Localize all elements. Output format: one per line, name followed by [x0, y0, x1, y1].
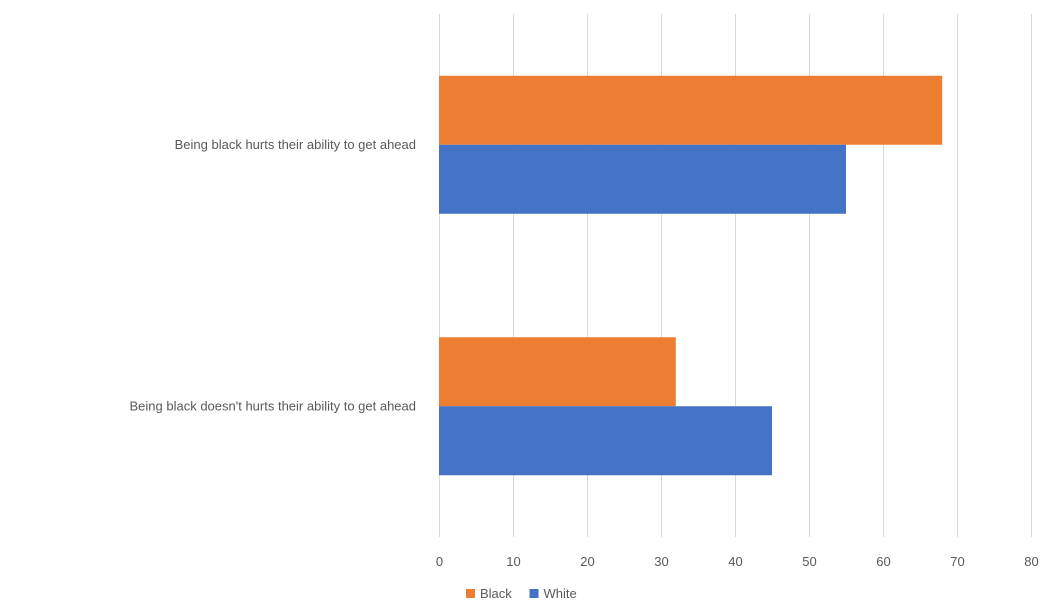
x-tick-label: 10 [506, 554, 520, 569]
legend-label-white: White [544, 586, 577, 601]
x-tick-label: 0 [436, 554, 443, 569]
x-tick-label: 70 [950, 554, 964, 569]
category-labels: Being black hurts their ability to get a… [130, 137, 417, 414]
x-tick-label: 20 [580, 554, 594, 569]
bar-white-1 [439, 144, 846, 214]
legend-swatch-white [529, 589, 539, 598]
category-label: Being black hurts their ability to get a… [175, 137, 416, 152]
x-tick-label: 60 [876, 554, 890, 569]
legend-label-black: Black [480, 586, 512, 601]
category-label: Being black doesn't hurts their ability … [130, 398, 417, 413]
legend-swatch-black [466, 589, 475, 598]
x-tick-label: 40 [728, 554, 742, 569]
bar-black-2 [439, 337, 676, 407]
x-axis-tick-labels: 0 10 20 30 40 50 60 70 80 [436, 554, 1039, 569]
x-tick-label: 50 [802, 554, 816, 569]
x-tick-label: 80 [1024, 554, 1038, 569]
x-tick-label: 30 [654, 554, 668, 569]
bar-black-1 [439, 75, 943, 145]
legend: Black White [466, 586, 577, 601]
bar-white-2 [439, 406, 772, 476]
bars [439, 75, 943, 476]
